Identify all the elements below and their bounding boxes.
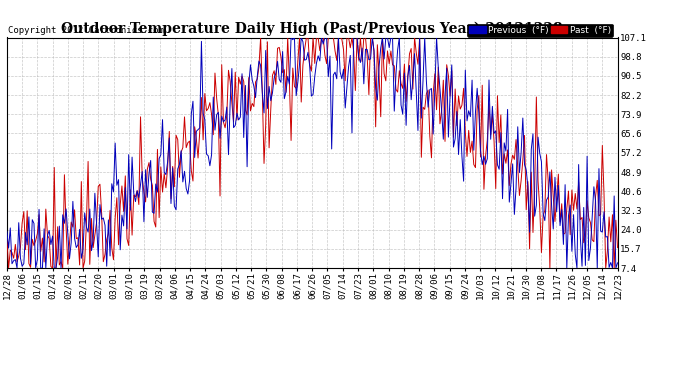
Legend: Previous  (°F), Past  (°F): Previous (°F), Past (°F) [467,24,613,37]
Text: Copyright 2012 Cartronics.com: Copyright 2012 Cartronics.com [8,26,164,35]
Title: Outdoor Temperature Daily High (Past/Previous Year) 20121228: Outdoor Temperature Daily High (Past/Pre… [61,22,563,36]
